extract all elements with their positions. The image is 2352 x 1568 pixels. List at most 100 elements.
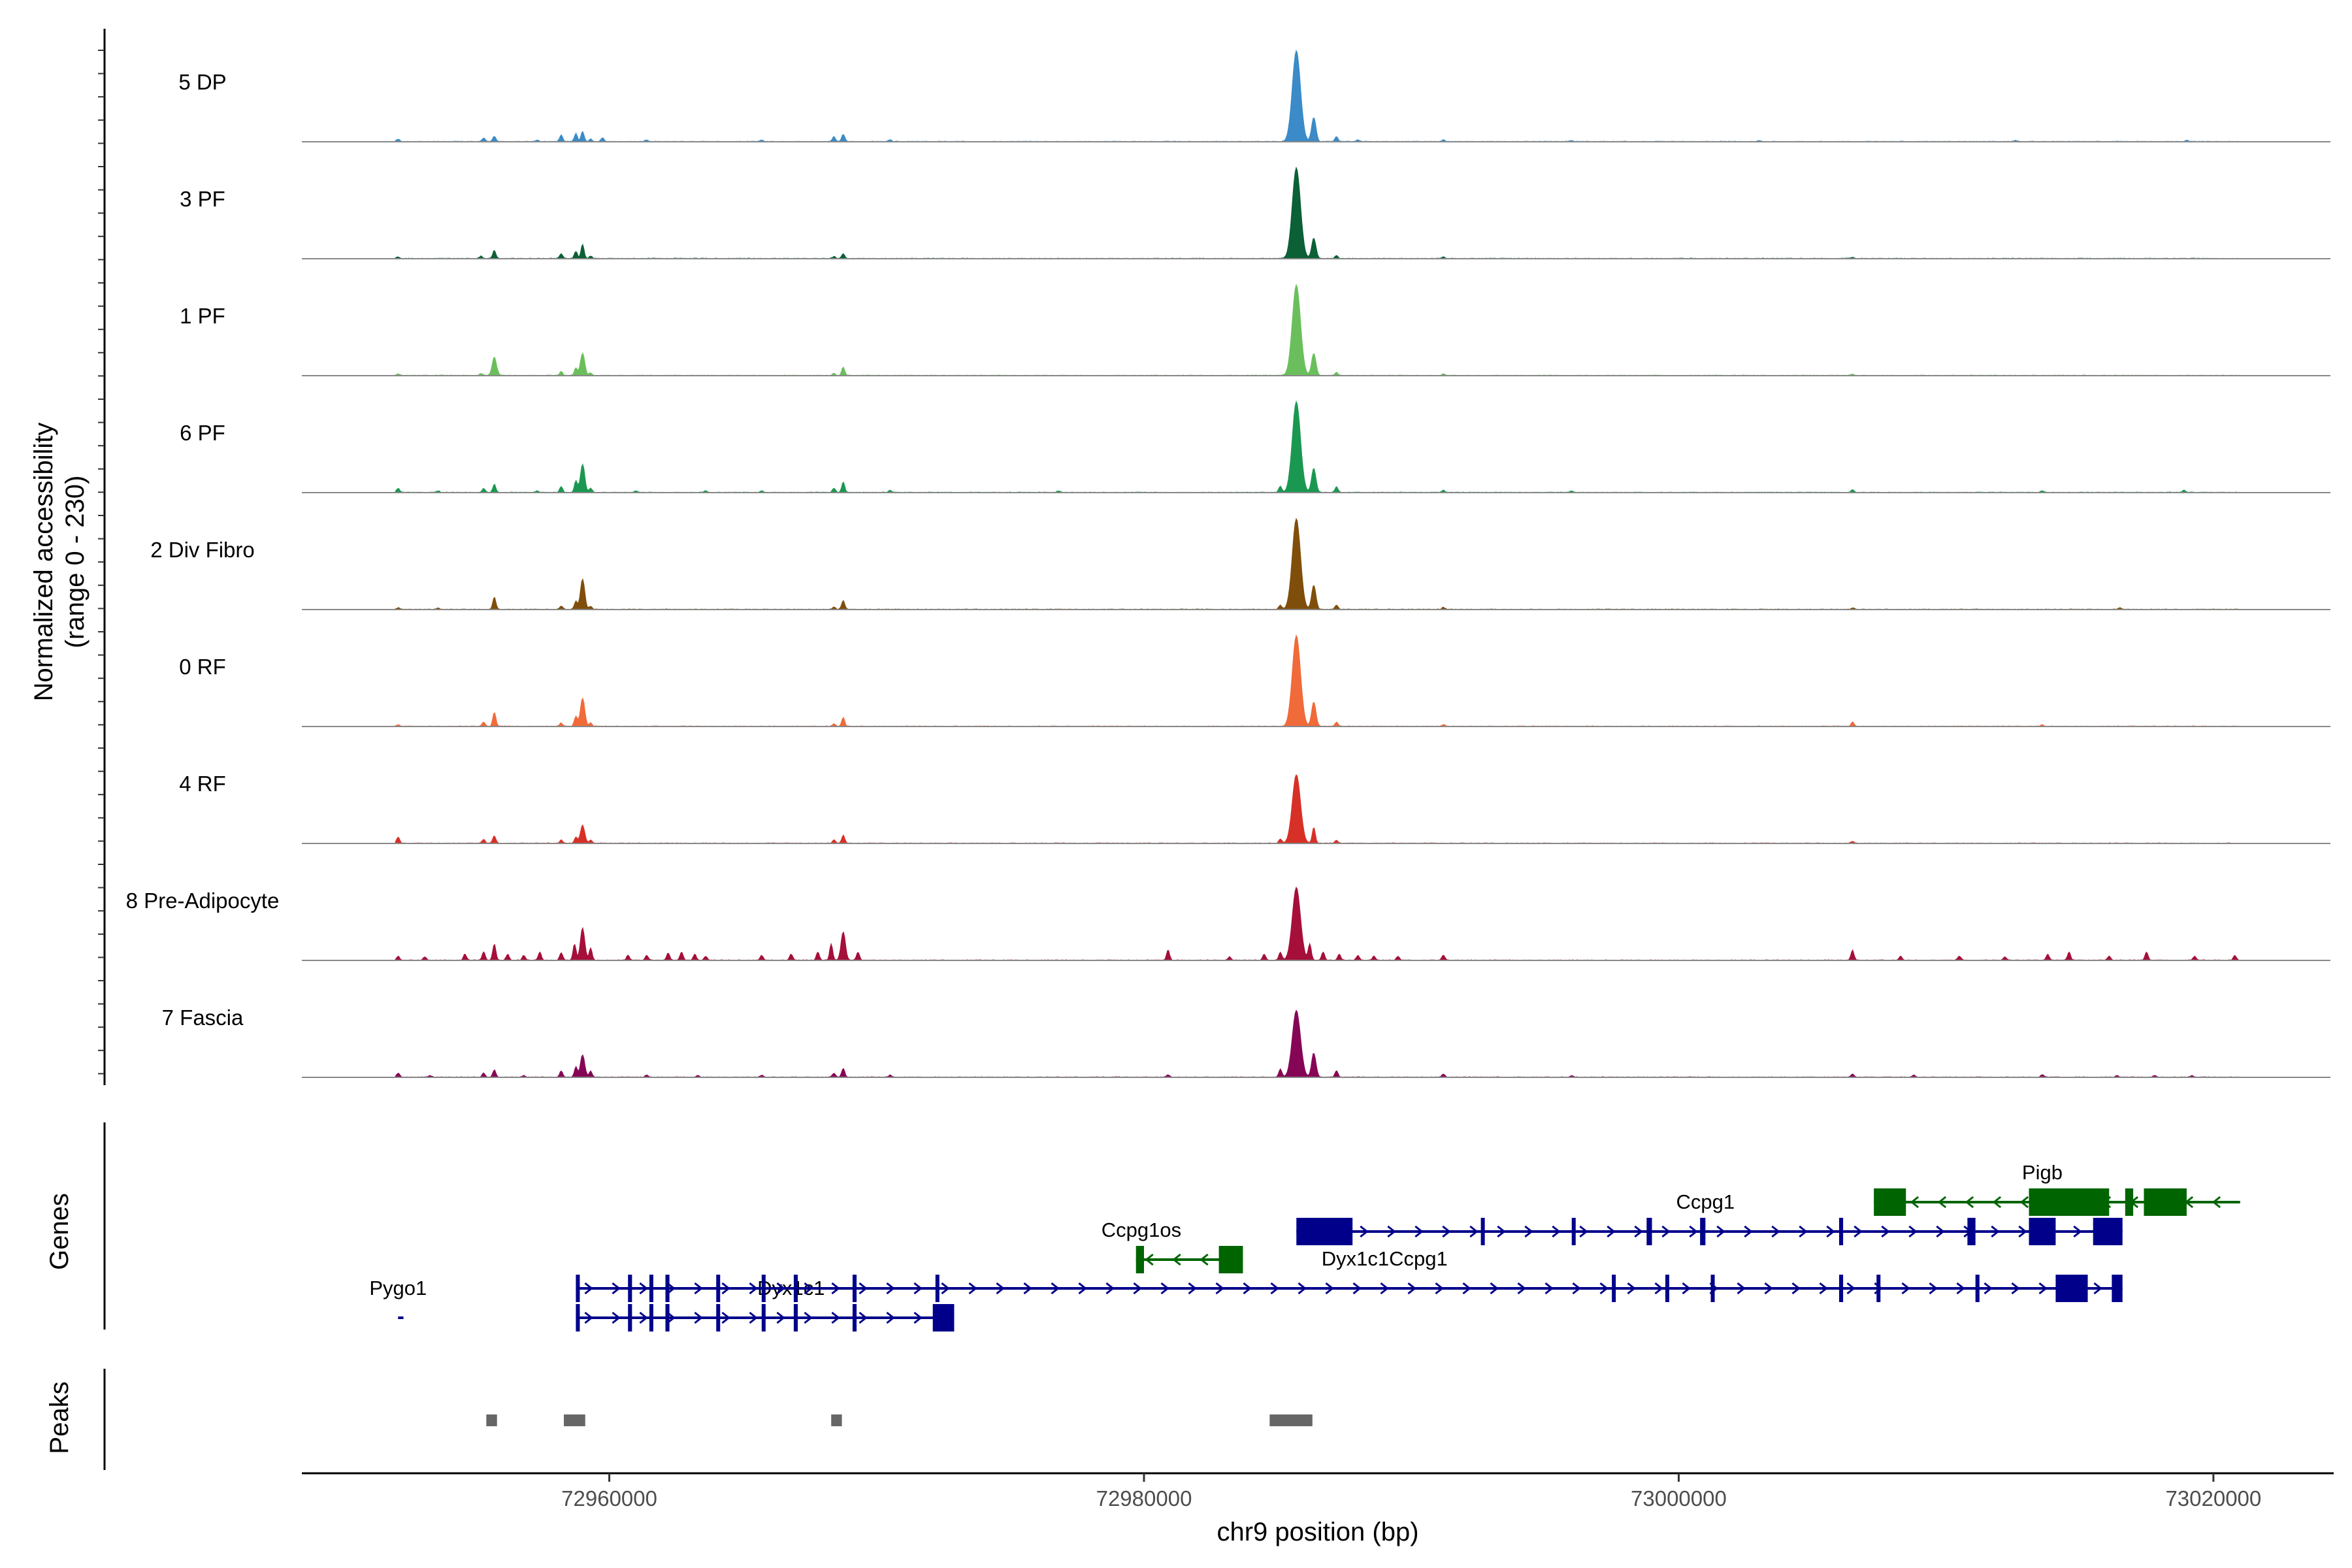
strand-arrow: [694, 1282, 703, 1295]
exon: [1838, 1275, 1844, 1302]
strand-arrow: [1469, 1225, 1478, 1238]
exon: [1700, 1218, 1706, 1245]
gene-pygo1: Pygo1: [369, 1277, 427, 1319]
x-axis-title: chr9 position (bp): [1217, 1518, 1418, 1546]
strand-arrow: [1627, 1282, 1636, 1295]
series-area: [395, 284, 2241, 376]
strand-arrow: [1689, 1225, 1698, 1238]
exon: [1135, 1246, 1145, 1273]
exon: [1480, 1218, 1485, 1245]
strand-arrow: [804, 1311, 813, 1324]
exon: [2055, 1275, 2088, 1302]
strand-arrow: [639, 1311, 648, 1324]
exon: [2112, 1275, 2123, 1302]
exon: [761, 1275, 766, 1302]
series-area: [395, 1009, 2242, 1078]
strand-arrow: [1929, 1282, 1938, 1295]
exon: [932, 1304, 955, 1331]
track-label: 7 Fascia: [162, 1005, 244, 1030]
gene-label: Dyx1c1Ccpg1: [1322, 1247, 1448, 1270]
peaks-panel: [103, 1369, 1313, 1470]
exon: [649, 1304, 653, 1331]
peak-region: [564, 1414, 585, 1426]
gene-dyx1c1ccpg1: Dyx1c1Ccpg1: [576, 1247, 2123, 1302]
strand-arrow: [2212, 1196, 2221, 1209]
strand-arrow: [1908, 1225, 1918, 1238]
exon: [2029, 1218, 2056, 1245]
track-5-dp: 5 DP: [178, 49, 2330, 142]
strand-arrow: [721, 1311, 730, 1324]
exon: [576, 1275, 580, 1302]
strand-arrow: [2073, 1225, 2082, 1238]
strand-arrow: [1579, 1225, 1588, 1238]
gene-ccpg1os: Ccpg1os: [1102, 1218, 1243, 1273]
gene-label: Ccpg1os: [1102, 1218, 1181, 1241]
strand-arrow: [694, 1311, 703, 1324]
gene-pigb: Pigb: [1874, 1161, 2240, 1216]
exon: [935, 1275, 939, 1302]
strand-arrow: [1407, 1282, 1416, 1295]
gene-label: Ccpg1: [1676, 1190, 1735, 1213]
track-label: 4 RF: [179, 772, 226, 796]
track-7-fascia: 7 Fascia: [162, 1005, 2330, 1078]
exon: [852, 1304, 857, 1331]
strand-arrow: [1051, 1282, 1060, 1295]
peak-region: [831, 1414, 842, 1426]
exon: [761, 1304, 766, 1331]
strand-arrow: [1654, 1282, 1663, 1295]
strand-arrow: [1910, 1196, 1919, 1209]
exon: [1571, 1218, 1576, 1245]
strand-arrow: [1764, 1282, 1773, 1295]
strand-arrow: [1572, 1282, 1581, 1295]
strand-arrow: [1145, 1253, 1154, 1266]
strand-arrow: [1737, 1282, 1746, 1295]
exon: [1975, 1275, 1980, 1302]
strand-arrow: [1846, 1282, 1855, 1295]
series-area: [395, 166, 2241, 259]
track-label: 0 RF: [179, 655, 226, 679]
strand-arrow: [1215, 1282, 1224, 1295]
strand-arrow: [804, 1282, 813, 1295]
strand-arrow: [1298, 1282, 1307, 1295]
exon: [628, 1304, 632, 1331]
strand-arrow: [1414, 1225, 1424, 1238]
strand-arrow: [1992, 1196, 2002, 1209]
strand-arrow: [1881, 1225, 1890, 1238]
track-label: 1 PF: [180, 304, 225, 328]
exon: [2144, 1188, 2187, 1216]
strand-arrow: [1991, 1225, 2000, 1238]
strand-arrow: [1524, 1225, 1533, 1238]
strand-arrow: [584, 1282, 593, 1295]
strand-arrow: [886, 1311, 895, 1324]
exon: [1710, 1275, 1715, 1302]
strand-arrow: [1133, 1282, 1142, 1295]
exon: [1967, 1218, 1976, 1245]
strand-arrow: [1819, 1282, 1828, 1295]
strand-arrow: [1599, 1282, 1609, 1295]
peaks-title: Peaks: [45, 1381, 74, 1454]
strand-arrow: [996, 1282, 1005, 1295]
y-axis-title: Normalized accessibility: [29, 423, 58, 702]
strand-arrow: [1544, 1282, 1554, 1295]
strand-arrow: [1901, 1282, 1910, 1295]
strand-arrow: [1661, 1225, 1671, 1238]
strand-arrow: [749, 1311, 758, 1324]
peak-region: [486, 1414, 497, 1426]
exon: [665, 1304, 670, 1331]
strand-arrow: [1984, 1282, 1993, 1295]
strand-arrow: [776, 1282, 785, 1295]
gene-label: Pigb: [2022, 1161, 2063, 1184]
exon: [2125, 1188, 2134, 1216]
series-area: [395, 49, 2240, 142]
genes-title: Genes: [45, 1193, 74, 1270]
strand-arrow: [1552, 1225, 1561, 1238]
strand-arrow: [913, 1282, 923, 1295]
gene-label: Pygo1: [369, 1277, 427, 1299]
track-label: 2 Div Fibro: [150, 538, 255, 562]
strand-arrow: [2018, 1225, 2027, 1238]
strand-arrow: [1435, 1282, 1444, 1295]
exon: [1838, 1218, 1844, 1245]
strand-arrow: [612, 1311, 621, 1324]
exon: [716, 1304, 721, 1331]
